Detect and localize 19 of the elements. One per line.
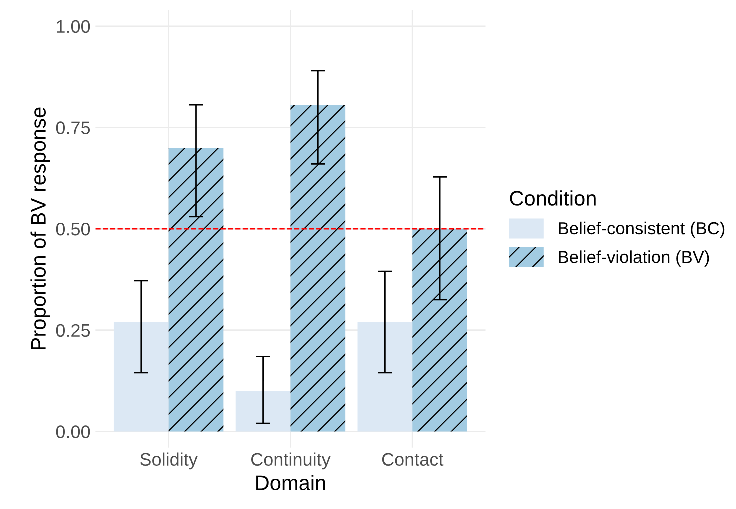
y-tick-label: 1.00 xyxy=(57,20,90,34)
legend-title: Condition xyxy=(510,190,596,206)
bar xyxy=(236,391,291,432)
y-axis-title: Proportion of BV response xyxy=(30,108,50,350)
bar xyxy=(168,148,224,432)
x-tick-label: Solidity xyxy=(140,452,198,470)
y-tick-label: 0.50 xyxy=(56,222,90,236)
legend-label: Belief-violation (BV) xyxy=(559,250,710,267)
bar xyxy=(290,105,346,432)
bar xyxy=(114,322,169,432)
y-tick-label: 0.00 xyxy=(56,426,90,438)
bar xyxy=(412,229,468,432)
y-tick-label: 0.25 xyxy=(56,324,90,338)
bar xyxy=(358,322,413,432)
x-axis-title: Domain xyxy=(256,475,326,490)
y-tick-label: 0.75 xyxy=(56,122,90,134)
x-tick-label: Continuity xyxy=(251,452,331,470)
legend-label: Belief-consistent (BC) xyxy=(559,222,725,238)
x-tick-label: Contact xyxy=(382,453,444,466)
